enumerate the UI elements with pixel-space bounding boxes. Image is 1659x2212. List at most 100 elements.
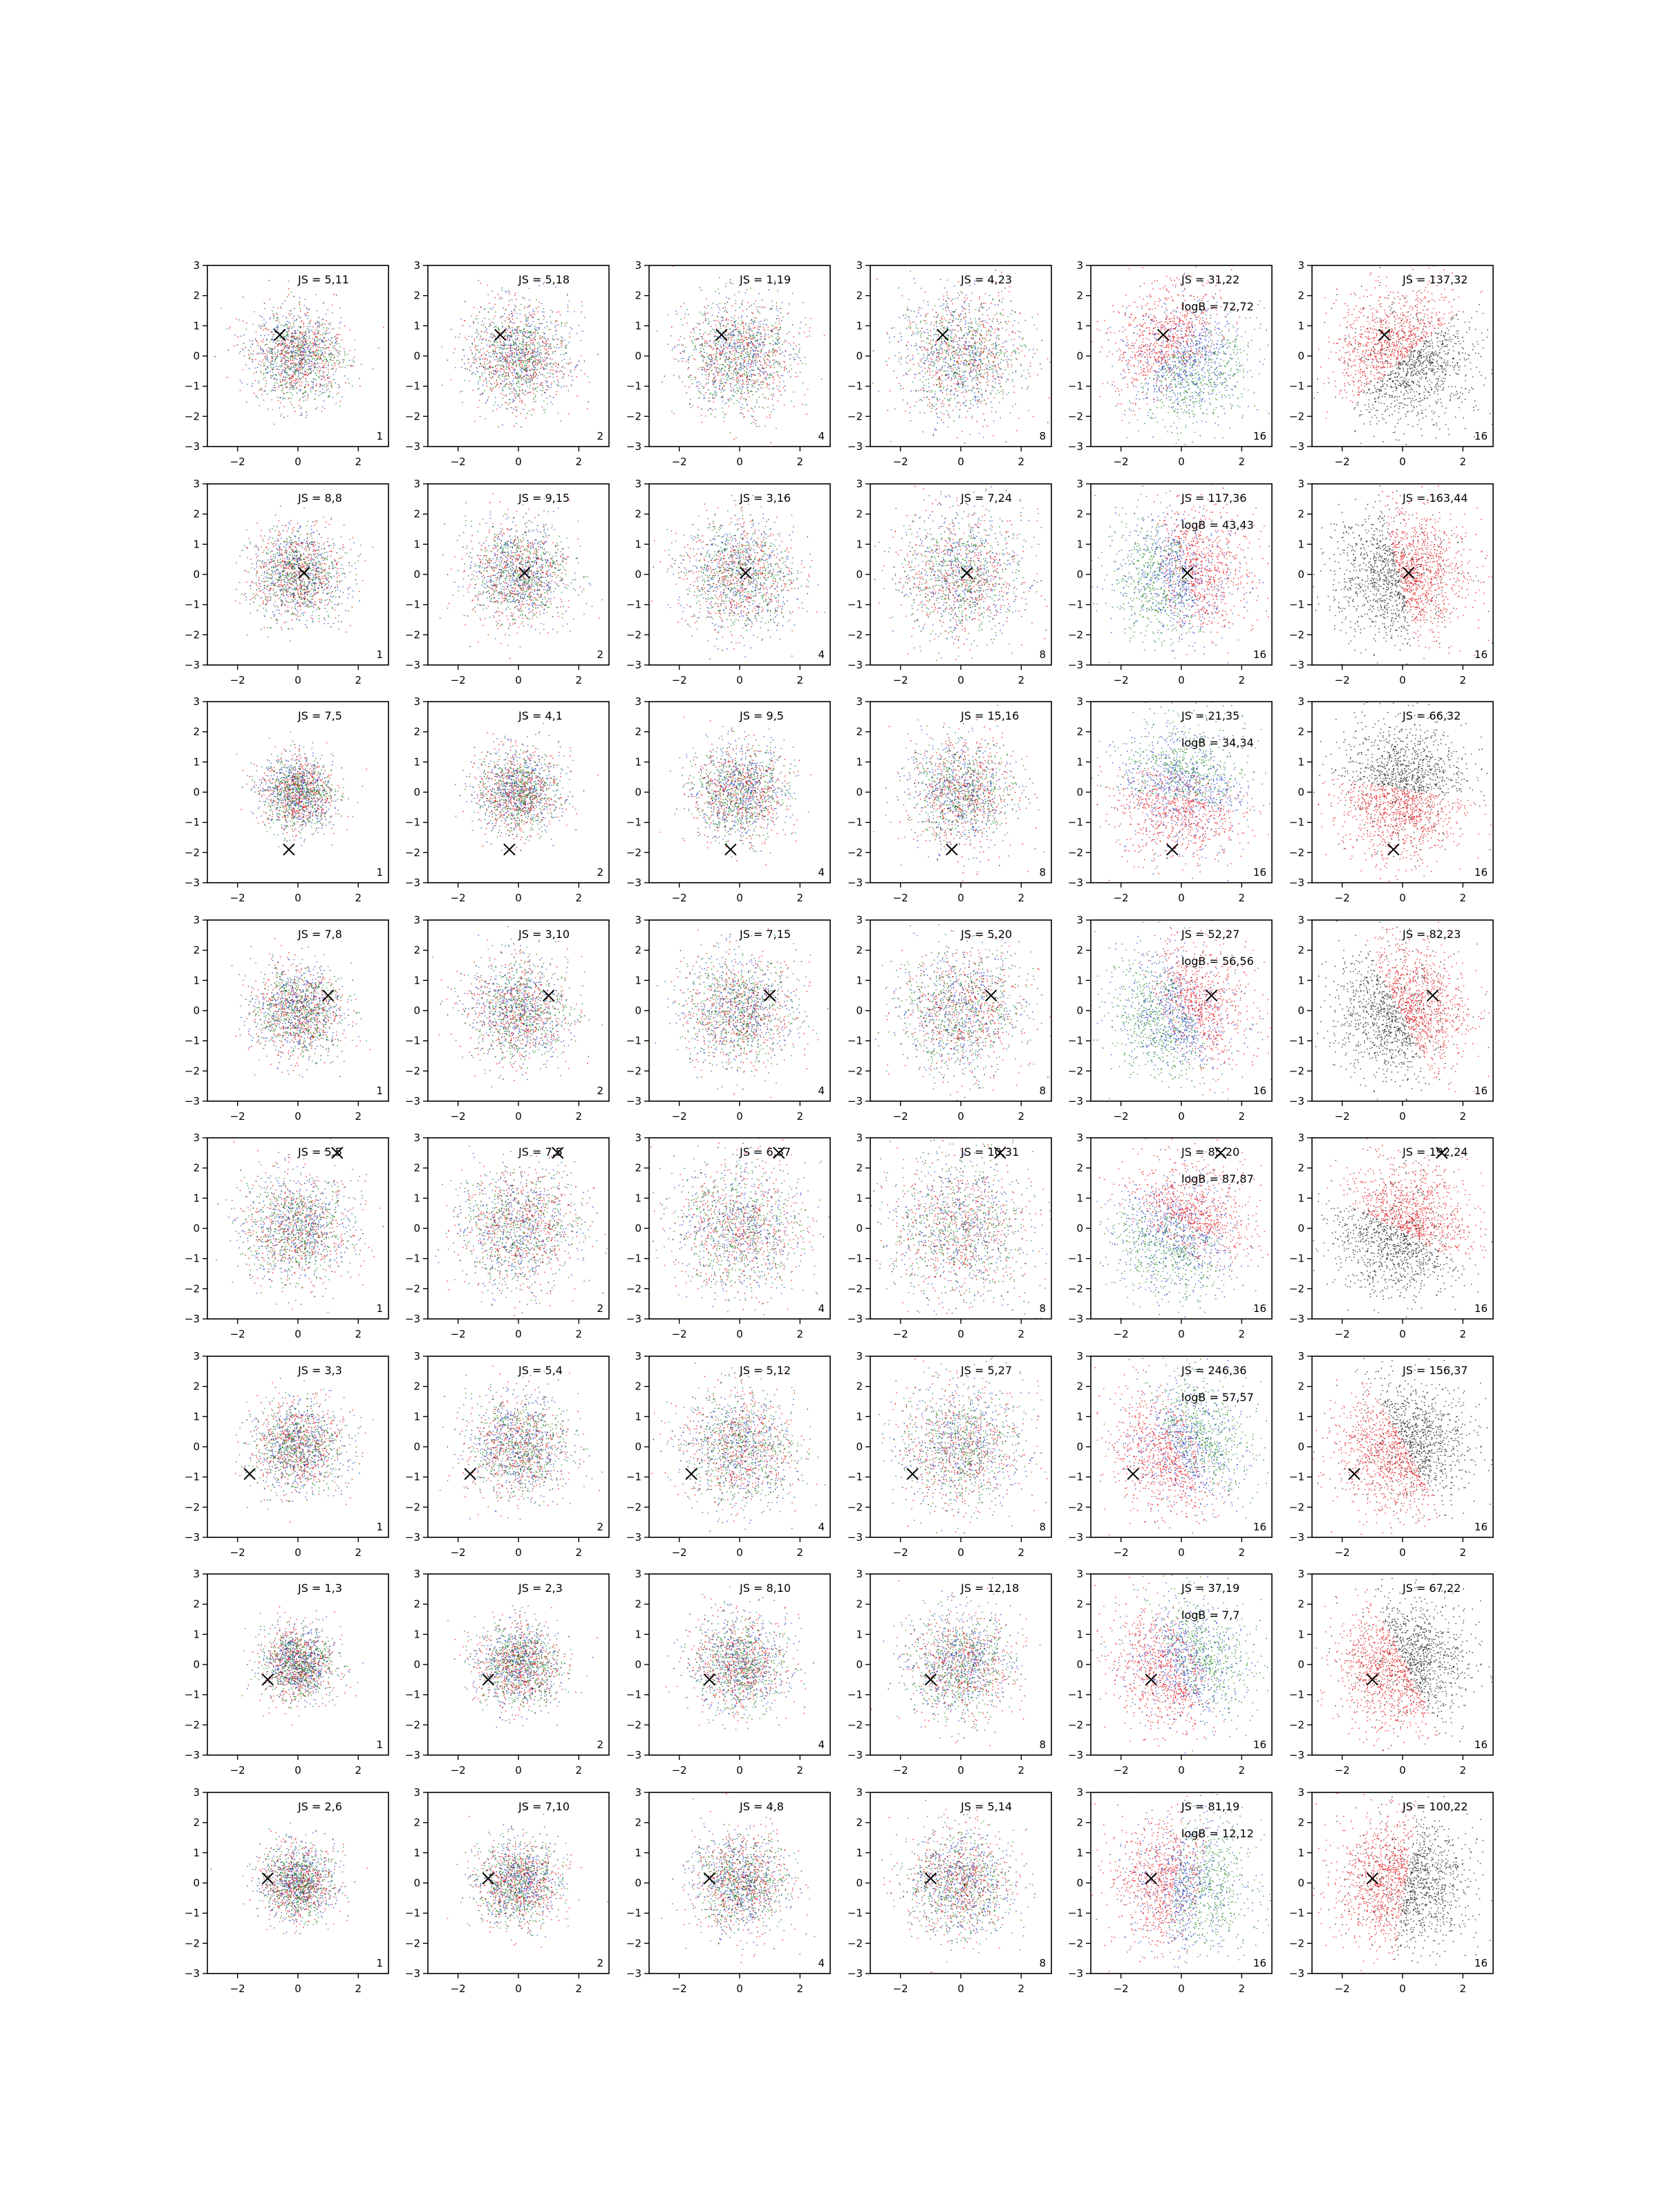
- y-tick-label: 0: [193, 350, 200, 362]
- data-point: [547, 381, 548, 382]
- data-point: [521, 344, 523, 345]
- data-point: [489, 352, 490, 353]
- data-point: [793, 391, 794, 393]
- data-point: [914, 278, 915, 279]
- data-point: [788, 355, 789, 356]
- data-point: [300, 310, 301, 312]
- data-point: [302, 346, 303, 348]
- data-point: [276, 314, 278, 315]
- data-point: [950, 340, 951, 341]
- data-point: [547, 389, 549, 391]
- data-point: [717, 364, 718, 365]
- data-point: [276, 382, 278, 384]
- data-point: [285, 379, 286, 380]
- data-point: [520, 366, 521, 368]
- data-point: [334, 337, 335, 338]
- data-point: [328, 339, 329, 340]
- data-point: [694, 377, 695, 378]
- data-point: [980, 402, 982, 404]
- data-point: [255, 380, 256, 382]
- data-point: [550, 346, 551, 347]
- data-point: [728, 339, 729, 340]
- data-point: [720, 371, 722, 373]
- data-point: [984, 320, 985, 321]
- data-point: [248, 350, 250, 351]
- data-point: [784, 341, 785, 343]
- data-point: [995, 304, 996, 306]
- data-point: [755, 364, 756, 365]
- data-point: [482, 321, 483, 322]
- data-point: [743, 408, 744, 409]
- data-point: [329, 381, 330, 382]
- data-point: [243, 321, 244, 322]
- data-point: [529, 392, 530, 393]
- data-point: [780, 353, 782, 355]
- data-point: [723, 325, 724, 326]
- data-point: [693, 349, 695, 350]
- data-point: [941, 412, 942, 413]
- data-point: [525, 342, 527, 344]
- data-point: [536, 343, 538, 344]
- data-point: [252, 340, 254, 341]
- data-point: [744, 375, 746, 376]
- data-point: [789, 331, 790, 332]
- data-point: [326, 384, 328, 385]
- data-point: [750, 366, 751, 367]
- data-point: [284, 366, 285, 368]
- data-point: [514, 395, 516, 396]
- data-point: [314, 353, 315, 355]
- data-point: [767, 382, 768, 384]
- data-point: [265, 380, 267, 382]
- data-point: [753, 328, 755, 329]
- scatter-points: [396, 280, 616, 428]
- data-point: [538, 323, 540, 324]
- data-point: [886, 332, 888, 333]
- data-point: [753, 411, 754, 412]
- data-point: [304, 371, 306, 373]
- data-point: [716, 351, 718, 353]
- data-point: [519, 386, 521, 387]
- data-point: [768, 289, 769, 290]
- data-point: [290, 313, 292, 315]
- data-point: [270, 353, 271, 354]
- data-point: [725, 346, 727, 348]
- data-point: [715, 353, 716, 355]
- js-annotation: JS = 1,19: [739, 273, 791, 286]
- data-point: [301, 413, 303, 414]
- data-point: [525, 331, 526, 332]
- data-point: [527, 382, 529, 384]
- data-point: [243, 343, 245, 344]
- data-point: [294, 315, 295, 317]
- data-point: [724, 403, 726, 404]
- data-point: [542, 342, 543, 344]
- data-point: [740, 339, 742, 341]
- data-point: [325, 363, 326, 364]
- data-point: [503, 357, 505, 358]
- data-point: [527, 367, 529, 368]
- data-point: [541, 353, 542, 355]
- data-point: [297, 343, 299, 344]
- data-point: [550, 310, 552, 311]
- data-point: [264, 335, 265, 337]
- data-point: [274, 377, 276, 379]
- data-point: [963, 317, 964, 318]
- data-point: [713, 374, 714, 375]
- data-point: [293, 380, 294, 382]
- data-point: [273, 318, 274, 319]
- data-point: [720, 383, 721, 384]
- data-point: [529, 410, 530, 411]
- data-point: [519, 398, 521, 400]
- data-point: [764, 345, 765, 346]
- data-point: [716, 332, 718, 333]
- data-point: [493, 370, 494, 371]
- data-point: [489, 360, 491, 362]
- data-point: [722, 319, 724, 321]
- data-point: [762, 374, 764, 375]
- data-point: [267, 344, 268, 345]
- data-point: [511, 310, 512, 312]
- data-point: [304, 352, 306, 353]
- data-point: [477, 318, 478, 319]
- data-point: [751, 338, 753, 339]
- data-point: [319, 356, 321, 357]
- data-point: [315, 373, 317, 374]
